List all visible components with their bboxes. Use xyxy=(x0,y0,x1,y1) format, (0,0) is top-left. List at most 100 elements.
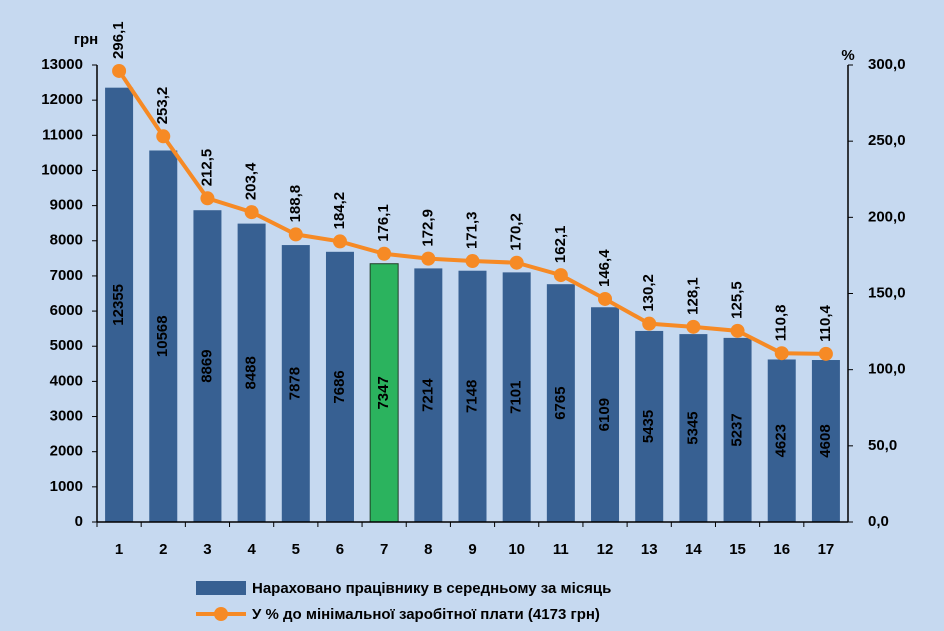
x-tick-label: 9 xyxy=(468,541,476,558)
bar xyxy=(281,245,310,523)
bar xyxy=(414,268,443,522)
bar xyxy=(591,307,620,522)
bar xyxy=(369,263,399,523)
line-value-label: 125,5 xyxy=(729,281,746,319)
y-tick-label: 7000 xyxy=(50,267,83,284)
line-marker xyxy=(332,234,347,249)
x-tick-label: 6 xyxy=(336,541,344,558)
bar-value-label: 12355 xyxy=(110,284,127,326)
y-tick-label: 13000 xyxy=(41,56,83,73)
line-marker xyxy=(156,129,171,144)
line-marker xyxy=(112,63,127,78)
legend-marker xyxy=(214,607,228,621)
line-marker xyxy=(642,316,657,331)
y2-tick-label: 250,0 xyxy=(868,132,906,149)
line-marker xyxy=(244,205,259,220)
bar xyxy=(723,337,752,522)
line-marker xyxy=(730,323,745,338)
bar-value-label: 5435 xyxy=(640,410,657,443)
y2-tick-label: 100,0 xyxy=(868,361,906,378)
x-tick-label: 15 xyxy=(729,541,746,558)
bar-value-label: 7878 xyxy=(287,367,304,400)
bar xyxy=(546,284,575,522)
y2-tick-label: 0,0 xyxy=(868,513,889,530)
x-tick-label: 13 xyxy=(641,541,658,558)
bar-value-label: 4608 xyxy=(817,424,834,457)
bar-value-label: 8488 xyxy=(243,356,260,389)
line-value-label: 171,3 xyxy=(463,212,480,250)
bar-value-label: 7101 xyxy=(508,380,525,413)
bar xyxy=(193,210,222,523)
legend-swatch xyxy=(196,581,246,595)
x-tick-label: 10 xyxy=(508,541,525,558)
y-tick-label: 0 xyxy=(75,513,83,530)
x-tick-label: 16 xyxy=(773,541,790,558)
line-marker xyxy=(686,319,701,334)
bar-value-label: 5237 xyxy=(729,413,746,446)
x-tick-label: 1 xyxy=(115,541,123,558)
legend-label: Нараховано працівнику в середньому за мі… xyxy=(252,580,611,597)
bar-value-label: 4623 xyxy=(773,424,790,457)
bar xyxy=(502,272,531,522)
line-value-label: 212,5 xyxy=(198,149,215,187)
line-value-label: 203,4 xyxy=(243,162,260,200)
line-value-label: 162,1 xyxy=(552,226,569,264)
line-value-label: 146,4 xyxy=(596,249,613,287)
y-tick-label: 10000 xyxy=(41,161,83,178)
line-marker xyxy=(465,254,480,269)
bar xyxy=(767,359,796,522)
line-value-label: 130,2 xyxy=(640,274,657,312)
legend-label: У % до мінімальної заробітної плати (417… xyxy=(252,606,600,623)
line-value-label: 110,8 xyxy=(773,304,790,341)
y-tick-label: 6000 xyxy=(50,302,83,319)
line-value-label: 170,2 xyxy=(508,213,525,251)
y-tick-label: 2000 xyxy=(50,443,83,460)
line-value-label: 296,1 xyxy=(110,21,127,59)
x-tick-label: 12 xyxy=(597,541,614,558)
bar xyxy=(679,334,708,522)
y-tick-label: 5000 xyxy=(50,337,83,354)
y-tick-label: 1000 xyxy=(50,478,83,495)
x-tick-label: 8 xyxy=(424,541,432,558)
line-value-label: 110,4 xyxy=(817,304,834,341)
bar-value-label: 7214 xyxy=(419,378,436,412)
y2-tick-label: 150,0 xyxy=(868,284,906,301)
bar xyxy=(811,360,840,522)
bar-value-label: 7347 xyxy=(375,376,392,409)
line-value-label: 172,9 xyxy=(419,209,436,247)
bar xyxy=(105,87,134,523)
x-tick-label: 17 xyxy=(818,541,835,558)
y-tick-label: 4000 xyxy=(50,372,83,389)
x-tick-label: 3 xyxy=(203,541,211,558)
y2-tick-label: 200,0 xyxy=(868,208,906,225)
bar-value-label: 8869 xyxy=(198,349,215,382)
line-value-label: 128,1 xyxy=(684,277,701,315)
bar xyxy=(325,251,354,522)
y2-tick-label: 50,0 xyxy=(868,437,897,454)
y-unit: грн xyxy=(74,31,98,48)
x-tick-label: 2 xyxy=(159,541,167,558)
line-marker xyxy=(553,268,568,283)
line-marker xyxy=(421,251,436,266)
y2-tick-label: 300,0 xyxy=(868,56,906,73)
bar xyxy=(458,270,487,522)
y-tick-label: 8000 xyxy=(50,232,83,249)
line-marker xyxy=(509,255,524,270)
bar-value-label: 6109 xyxy=(596,398,613,431)
y-tick-label: 9000 xyxy=(50,197,83,214)
x-tick-label: 14 xyxy=(685,541,702,558)
line-value-label: 184,2 xyxy=(331,192,348,230)
x-tick-label: 4 xyxy=(247,541,256,558)
x-tick-label: 7 xyxy=(380,541,388,558)
line-marker xyxy=(377,246,392,261)
bar-value-label: 5345 xyxy=(684,411,701,444)
line-value-label: 176,1 xyxy=(375,204,392,242)
line-marker xyxy=(200,191,215,206)
bar-value-label: 6765 xyxy=(552,386,569,419)
line-marker xyxy=(598,291,613,306)
bar xyxy=(635,330,664,522)
y-tick-label: 12000 xyxy=(41,91,83,108)
line-value-label: 188,8 xyxy=(287,185,304,223)
bar-value-label: 7686 xyxy=(331,370,348,403)
